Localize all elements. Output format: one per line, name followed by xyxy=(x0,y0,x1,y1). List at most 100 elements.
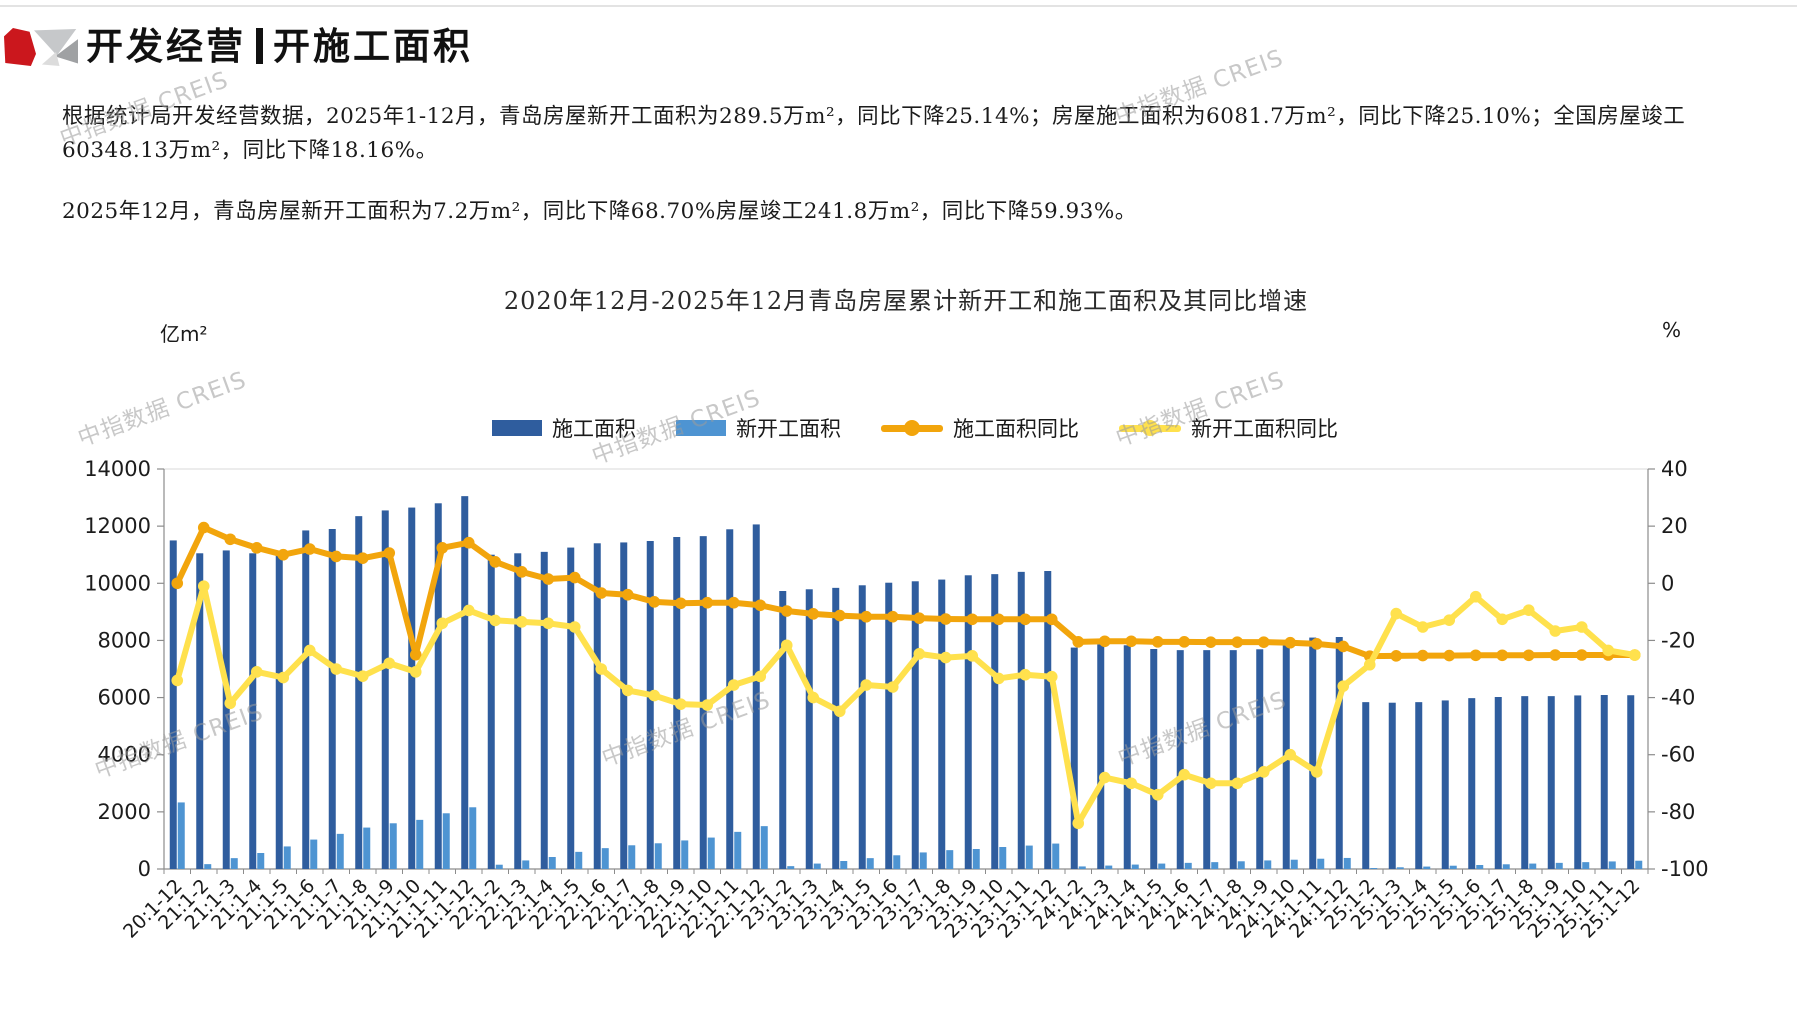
new-starts-yoy-point xyxy=(754,670,767,683)
left-axis-tick-label: 6000 xyxy=(98,686,151,710)
new-starts-yoy-point xyxy=(1098,771,1111,784)
construction-area-bar xyxy=(302,530,310,869)
new-starts-area-bar xyxy=(469,807,477,869)
new-starts-area-bar xyxy=(628,845,636,869)
construction-area-bar xyxy=(540,551,548,869)
new-starts-yoy-point xyxy=(250,666,263,678)
construction-area-bar xyxy=(1176,650,1184,869)
construction-area-bar xyxy=(355,516,363,869)
construction-yoy-point xyxy=(303,543,316,555)
construction-area-bar xyxy=(567,547,575,869)
construction-area-bar xyxy=(620,542,628,869)
right-axis-tick-label: 20 xyxy=(1661,514,1688,538)
new-starts-yoy-point xyxy=(409,666,422,678)
legend-item-construction-yoy: 施工面积同比 xyxy=(881,413,1079,443)
construction-yoy-point xyxy=(1469,649,1482,662)
construction-yoy-point xyxy=(701,596,714,609)
new-starts-area-bar xyxy=(336,833,344,869)
construction-yoy-point xyxy=(383,547,396,559)
new-starts-yoy-point xyxy=(1602,644,1615,657)
construction-area-bar xyxy=(779,591,787,869)
new-starts-area-bar xyxy=(177,802,185,869)
new-starts-yoy-point xyxy=(1019,668,1032,681)
new-starts-area-bar xyxy=(1529,863,1537,869)
construction-area-bar xyxy=(275,551,283,869)
new-starts-area-bar xyxy=(1211,862,1219,869)
construction-area-bar xyxy=(911,581,919,869)
new-starts-area-bar xyxy=(813,863,821,869)
construction-yoy-point xyxy=(277,548,290,561)
new-starts-yoy-point xyxy=(383,657,396,670)
construction-area-bar xyxy=(1627,695,1635,869)
construction-area-bar xyxy=(1600,695,1608,869)
new-starts-area-bar xyxy=(1343,857,1351,869)
summary-paragraph-cumulative: 根据统计局开发经营数据，2025年1-12月，青岛房屋新开工面积为289.5万m… xyxy=(62,104,1686,163)
legend-item-new-starts-yoy: 新开工面积同比 xyxy=(1119,413,1338,443)
page-title-section: 开发经营 xyxy=(86,24,246,68)
construction-area-bar xyxy=(991,574,999,869)
construction-yoy-line xyxy=(174,524,1638,660)
construction-yoy-point xyxy=(621,588,634,601)
right-axis-tick-label: -100 xyxy=(1661,857,1709,881)
construction-yoy-point xyxy=(489,556,502,568)
new-starts-yoy-point xyxy=(1363,658,1376,671)
construction-area-bar xyxy=(196,553,204,869)
new-starts-area-bar xyxy=(548,857,556,869)
new-starts-yoy-point xyxy=(542,617,555,630)
new-starts-yoy-point xyxy=(1310,766,1323,778)
construction-area-bar xyxy=(1335,637,1343,869)
construction-area-bar xyxy=(1415,702,1423,869)
construction-yoy-point xyxy=(1151,636,1164,648)
new-starts-area-bar xyxy=(442,813,450,869)
new-starts-area-bar xyxy=(840,861,848,869)
new-starts-area-bar xyxy=(1158,863,1166,869)
construction-area-bar xyxy=(1441,700,1449,869)
construction-yoy-point xyxy=(356,552,369,564)
construction-area-bar xyxy=(1362,702,1370,869)
legend-label: 新开工面积 xyxy=(736,417,841,441)
new-starts-yoy-point xyxy=(1390,607,1403,620)
left-axis-tick-label: 12000 xyxy=(84,514,151,538)
new-starts-area-bar xyxy=(707,837,715,869)
construction-area-bar xyxy=(1494,697,1502,869)
new-starts-area-bar xyxy=(495,864,503,869)
marker-dot-icon xyxy=(1142,420,1158,436)
construction-area-bar xyxy=(249,553,257,869)
left-axis-tick-label: 4000 xyxy=(98,743,151,767)
construction-yoy-point xyxy=(595,587,608,599)
right-axis-tick-label: 0 xyxy=(1661,571,1674,595)
construction-yoy-point xyxy=(436,542,449,554)
construction-yoy-point xyxy=(754,599,767,612)
right-axis-unit-label: % xyxy=(1662,318,1682,342)
new-starts-yoy-line xyxy=(174,583,1638,827)
construction-yoy-point xyxy=(1337,640,1350,653)
legend-item-new-starts-area: 新开工面积 xyxy=(676,413,841,443)
new-starts-yoy-point xyxy=(330,663,343,675)
construction-yoy-point xyxy=(1231,636,1244,648)
construction-yoy-point xyxy=(1496,649,1509,662)
new-starts-yoy-point xyxy=(992,672,1005,685)
construction-area-bar xyxy=(328,529,336,869)
new-starts-area-bar xyxy=(1025,845,1033,869)
construction-area-bar xyxy=(858,585,866,869)
construction-area-bar xyxy=(1547,696,1555,869)
construction-area-bar xyxy=(593,543,601,869)
construction-yoy-point xyxy=(1257,636,1270,648)
new-starts-area-bar xyxy=(1635,860,1643,869)
new-starts-yoy-point xyxy=(1549,625,1562,637)
new-starts-yoy-point xyxy=(648,689,661,702)
construction-yoy-point xyxy=(462,536,475,549)
construction-yoy-point xyxy=(992,613,1005,626)
new-starts-area-bar xyxy=(1370,868,1378,869)
new-starts-yoy-point xyxy=(568,621,581,633)
summary-paragraph-monthly: 2025年12月，青岛房屋新开工面积为7.2万m²，同比下降68.70%房屋竣工… xyxy=(62,199,1137,224)
construction-area-bar xyxy=(1229,650,1237,869)
new-starts-yoy-point xyxy=(674,698,687,710)
new-starts-yoy-point xyxy=(303,644,316,657)
construction-area-bar xyxy=(726,529,734,869)
new-starts-area-bar xyxy=(787,866,795,869)
new-starts-yoy-point xyxy=(1628,649,1641,661)
new-starts-yoy-point xyxy=(171,674,184,687)
legend-label: 施工面积 xyxy=(552,417,636,441)
